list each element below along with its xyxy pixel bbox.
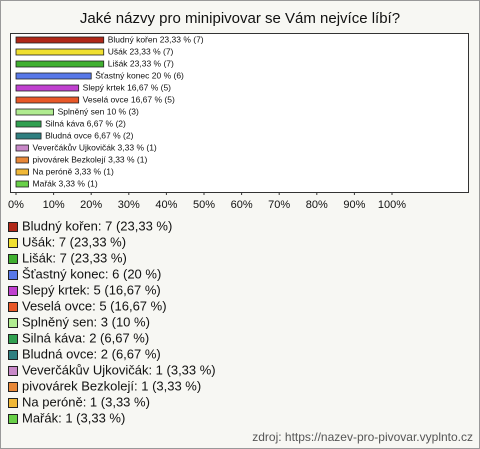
legend-swatch xyxy=(8,238,18,248)
legend-label: Šťastný konec: 6 (20 %) xyxy=(22,266,161,281)
legend-label: Bludný kořen: 7 (23,33 %) xyxy=(22,218,172,233)
legend-swatch xyxy=(8,350,18,360)
x-tick-label: 60% xyxy=(231,199,253,211)
chart-title: Jaké názvy pro minipivovar se Vám nejvíc… xyxy=(80,10,400,27)
value-label: Lišák 23,33 % (7) xyxy=(108,58,174,68)
legend-label: Veselá ovce: 5 (16,67 %) xyxy=(22,298,167,313)
x-tick-label: 40% xyxy=(155,199,177,211)
legend-label: pivovárek Bezkolejí: 1 (3,33 %) xyxy=(22,378,201,393)
legend-swatch xyxy=(8,318,18,328)
value-label: Slepý krtek 16,67 % (5) xyxy=(83,82,172,92)
value-label: Bludný kořen 23,33 % (7) xyxy=(108,34,204,44)
legend-swatch xyxy=(8,302,18,312)
value-label: Silná káva 6,67 % (2) xyxy=(45,118,126,128)
value-label: pivovárek Bezkolejí 3,33 % (1) xyxy=(33,154,148,164)
value-label: Veselá ovce 16,67 % (5) xyxy=(83,94,175,104)
x-tick-label: 0% xyxy=(8,199,24,211)
bar xyxy=(15,36,105,44)
x-tick-label: 50% xyxy=(193,199,215,211)
legend-swatch xyxy=(8,414,18,424)
x-tick-label: 30% xyxy=(118,199,140,211)
legend-swatch xyxy=(8,222,18,232)
legend-swatch xyxy=(8,270,18,280)
value-label: Ušák 23,33 % (7) xyxy=(108,46,174,56)
bar xyxy=(15,96,80,104)
legend-label: Na peróně: 1 (3,33 %) xyxy=(22,394,150,409)
value-label: Šťastný konec 20 % (6) xyxy=(95,70,184,80)
legend-label: Veverčákův Ujkovičák: 1 (3,33 %) xyxy=(22,362,216,377)
legend-label: Splněný sen: 3 (10 %) xyxy=(22,314,150,329)
bar xyxy=(15,168,29,176)
bar xyxy=(15,84,80,92)
bar xyxy=(15,120,42,128)
legend-label: Lišák: 7 (23,33 %) xyxy=(22,250,127,265)
legend-label: Ušák: 7 (23,33 %) xyxy=(22,234,126,249)
value-label: Bludná ovce 6,67 % (2) xyxy=(45,130,134,140)
value-label: Veverčákův Ujkovičák 3,33 % (1) xyxy=(33,142,157,152)
legend-swatch xyxy=(8,382,18,392)
bar xyxy=(15,180,29,188)
value-label: Splněný sen 10 % (3) xyxy=(58,106,139,116)
value-label: Na peróně 3,33 % (1) xyxy=(33,166,114,176)
legend-swatch xyxy=(8,334,18,344)
x-tick-label: 90% xyxy=(343,199,365,211)
legend-label: Slepý krtek: 5 (16,67 %) xyxy=(22,282,161,297)
plot-area xyxy=(10,33,469,193)
x-tick-label: 70% xyxy=(268,199,290,211)
legend-swatch xyxy=(8,254,18,264)
x-tick-label: 10% xyxy=(43,199,65,211)
x-tick-label: 20% xyxy=(80,199,102,211)
x-tick-label: 80% xyxy=(306,199,328,211)
legend-label: Mařák: 1 (3,33 %) xyxy=(22,410,125,425)
bar xyxy=(15,48,105,56)
source: zdroj: https://nazev-pro-pivovar.vyplnto… xyxy=(252,430,473,444)
bar xyxy=(15,108,54,116)
value-label: Mařák 3,33 % (1) xyxy=(33,178,98,188)
legend-label: Silná káva: 2 (6,67 %) xyxy=(22,330,149,345)
legend-swatch xyxy=(8,286,18,296)
legend-swatch xyxy=(8,398,18,408)
bar xyxy=(15,156,29,164)
bar xyxy=(15,144,29,152)
legend-swatch xyxy=(8,366,18,376)
bar xyxy=(15,132,42,140)
bar xyxy=(15,72,92,80)
bar xyxy=(15,60,105,68)
legend-label: Bludná ovce: 2 (6,67 %) xyxy=(22,346,161,361)
x-tick-label: 100% xyxy=(378,199,406,211)
